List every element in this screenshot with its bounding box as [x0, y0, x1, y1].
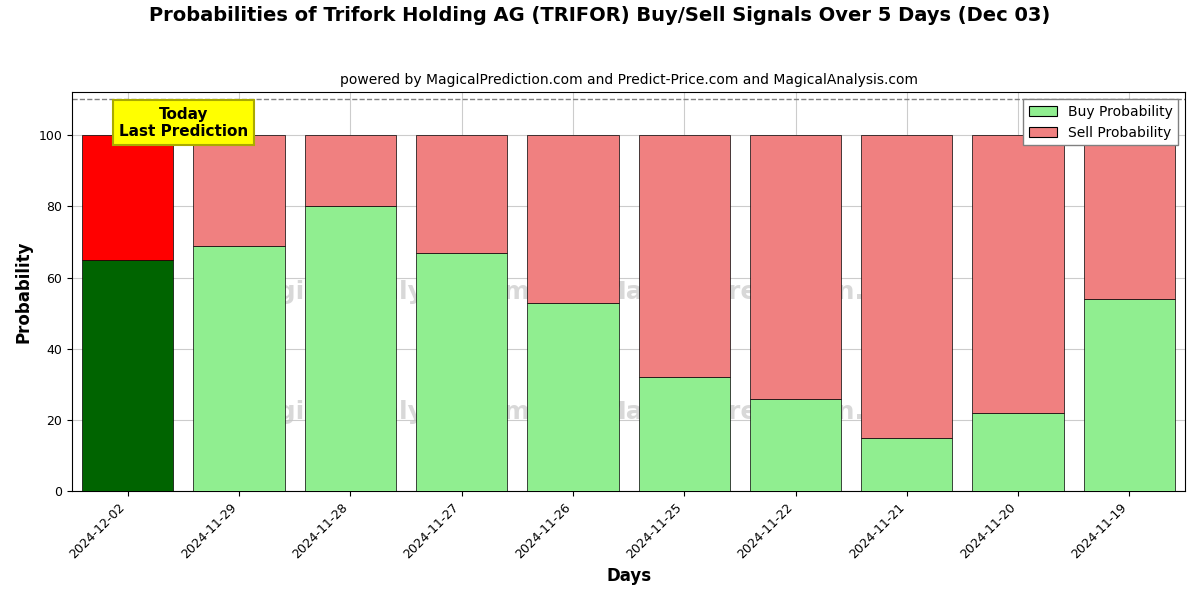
Bar	[862, 135, 953, 438]
Bar	[82, 260, 174, 491]
Bar	[305, 206, 396, 491]
Text: Today
Last Prediction: Today Last Prediction	[119, 107, 248, 139]
Bar	[862, 438, 953, 491]
Bar	[750, 135, 841, 399]
Bar	[1084, 299, 1175, 491]
Text: MagicalPrediction.com: MagicalPrediction.com	[601, 400, 923, 424]
Text: MagicalAnalysis.com: MagicalAnalysis.com	[236, 280, 530, 304]
Bar	[416, 253, 508, 491]
Bar	[750, 399, 841, 491]
X-axis label: Days: Days	[606, 567, 652, 585]
Bar	[82, 135, 174, 260]
Bar	[416, 135, 508, 253]
Bar	[972, 135, 1063, 413]
Bar	[527, 302, 618, 491]
Bar	[638, 135, 730, 377]
Bar	[638, 377, 730, 491]
Title: powered by MagicalPrediction.com and Predict-Price.com and MagicalAnalysis.com: powered by MagicalPrediction.com and Pre…	[340, 73, 918, 87]
Text: MagicalAnalysis.com: MagicalAnalysis.com	[236, 400, 530, 424]
Bar	[972, 413, 1063, 491]
Text: Probabilities of Trifork Holding AG (TRIFOR) Buy/Sell Signals Over 5 Days (Dec 0: Probabilities of Trifork Holding AG (TRI…	[149, 6, 1051, 25]
Text: MagicalPrediction.com: MagicalPrediction.com	[601, 280, 923, 304]
Bar	[1084, 135, 1175, 299]
Bar	[193, 245, 284, 491]
Bar	[193, 135, 284, 245]
Legend: Buy Probability, Sell Probability: Buy Probability, Sell Probability	[1024, 99, 1178, 145]
Y-axis label: Probability: Probability	[16, 241, 34, 343]
Bar	[305, 135, 396, 206]
Bar	[527, 135, 618, 302]
